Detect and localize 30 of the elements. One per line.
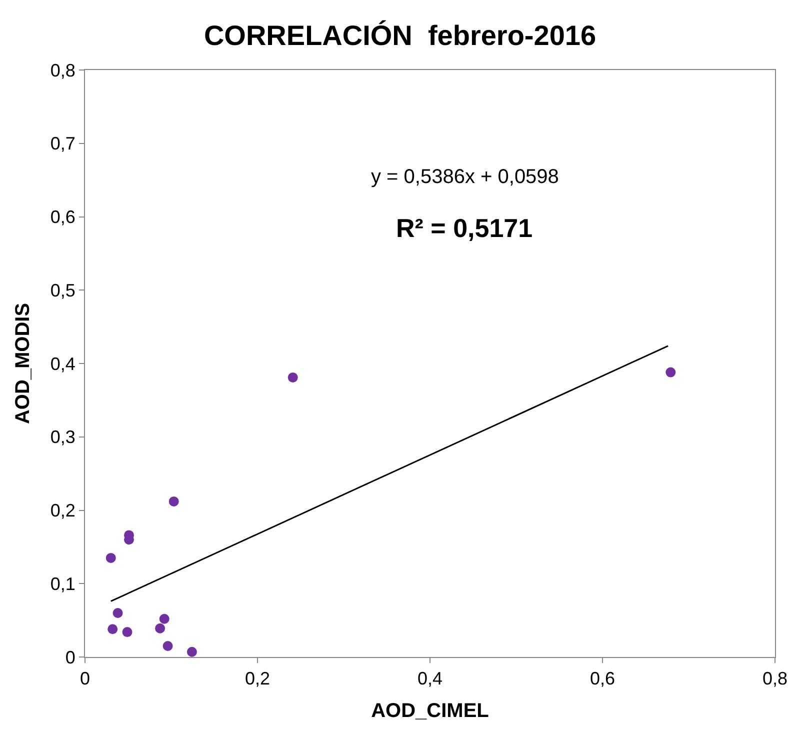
annotation: R² = 0,5171 [396, 213, 533, 243]
y-tick-label: 0,1 [50, 574, 76, 594]
point [162, 640, 173, 651]
point [122, 627, 132, 638]
annotation: y = 0,5386x + 0,0598 [371, 166, 559, 188]
y-tick-label: 0,5 [50, 280, 76, 300]
point [106, 552, 116, 563]
point [108, 624, 118, 634]
point [155, 623, 166, 634]
point [288, 372, 298, 382]
y-tick-label: 0,6 [50, 207, 76, 228]
x-tick-label: 0,6 [590, 668, 616, 689]
x-tick-label: 0 [80, 668, 90, 689]
y-tick-label: 0,8 [50, 60, 76, 80]
point [168, 496, 179, 506]
y-tick-label: 0 [65, 647, 76, 668]
point [666, 367, 676, 378]
y-tick-label: 0,4 [50, 354, 76, 374]
y-tick-label: 0,2 [50, 500, 76, 521]
point [186, 646, 197, 657]
y-axis-title: AOD_MODIS [12, 302, 34, 424]
chart-title: CORRELACIÓN febrero-2016 [204, 20, 596, 52]
x-tick-label: 0,8 [762, 668, 788, 689]
y-tick-label: 0,7 [50, 134, 76, 154]
point [159, 614, 170, 624]
x-axis-title: AOD_CIMEL [371, 700, 489, 722]
x-tick-label: 0,4 [417, 668, 443, 689]
x-tick-label: 0,2 [244, 668, 270, 689]
y-tick-label: 0,3 [50, 427, 76, 448]
point [112, 608, 123, 618]
